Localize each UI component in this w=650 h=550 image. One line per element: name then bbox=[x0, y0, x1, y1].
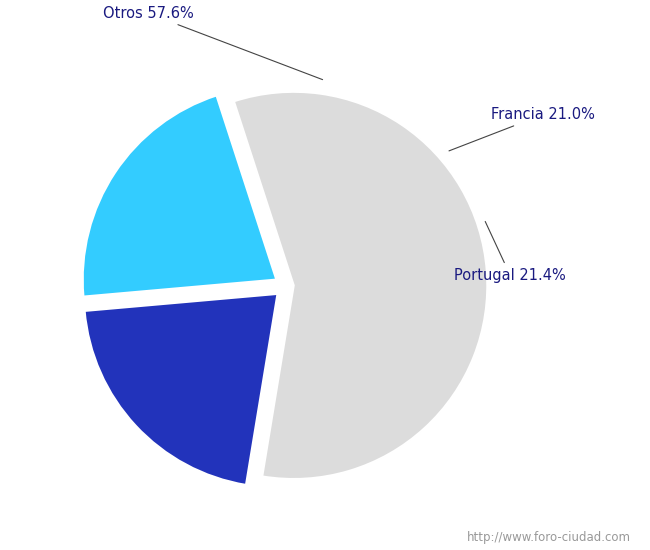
Text: Francia 21.0%: Francia 21.0% bbox=[449, 107, 595, 151]
Text: La Algaba  -  Turistas extranjeros según país  -  Julio de 2024: La Algaba - Turistas extranjeros según p… bbox=[61, 12, 589, 30]
Text: Portugal 21.4%: Portugal 21.4% bbox=[454, 222, 566, 283]
Text: http://www.foro-ciudad.com: http://www.foro-ciudad.com bbox=[467, 531, 630, 544]
Wedge shape bbox=[84, 294, 278, 485]
Wedge shape bbox=[234, 92, 488, 479]
Text: Otros 57.6%: Otros 57.6% bbox=[103, 6, 322, 80]
Wedge shape bbox=[83, 96, 276, 296]
